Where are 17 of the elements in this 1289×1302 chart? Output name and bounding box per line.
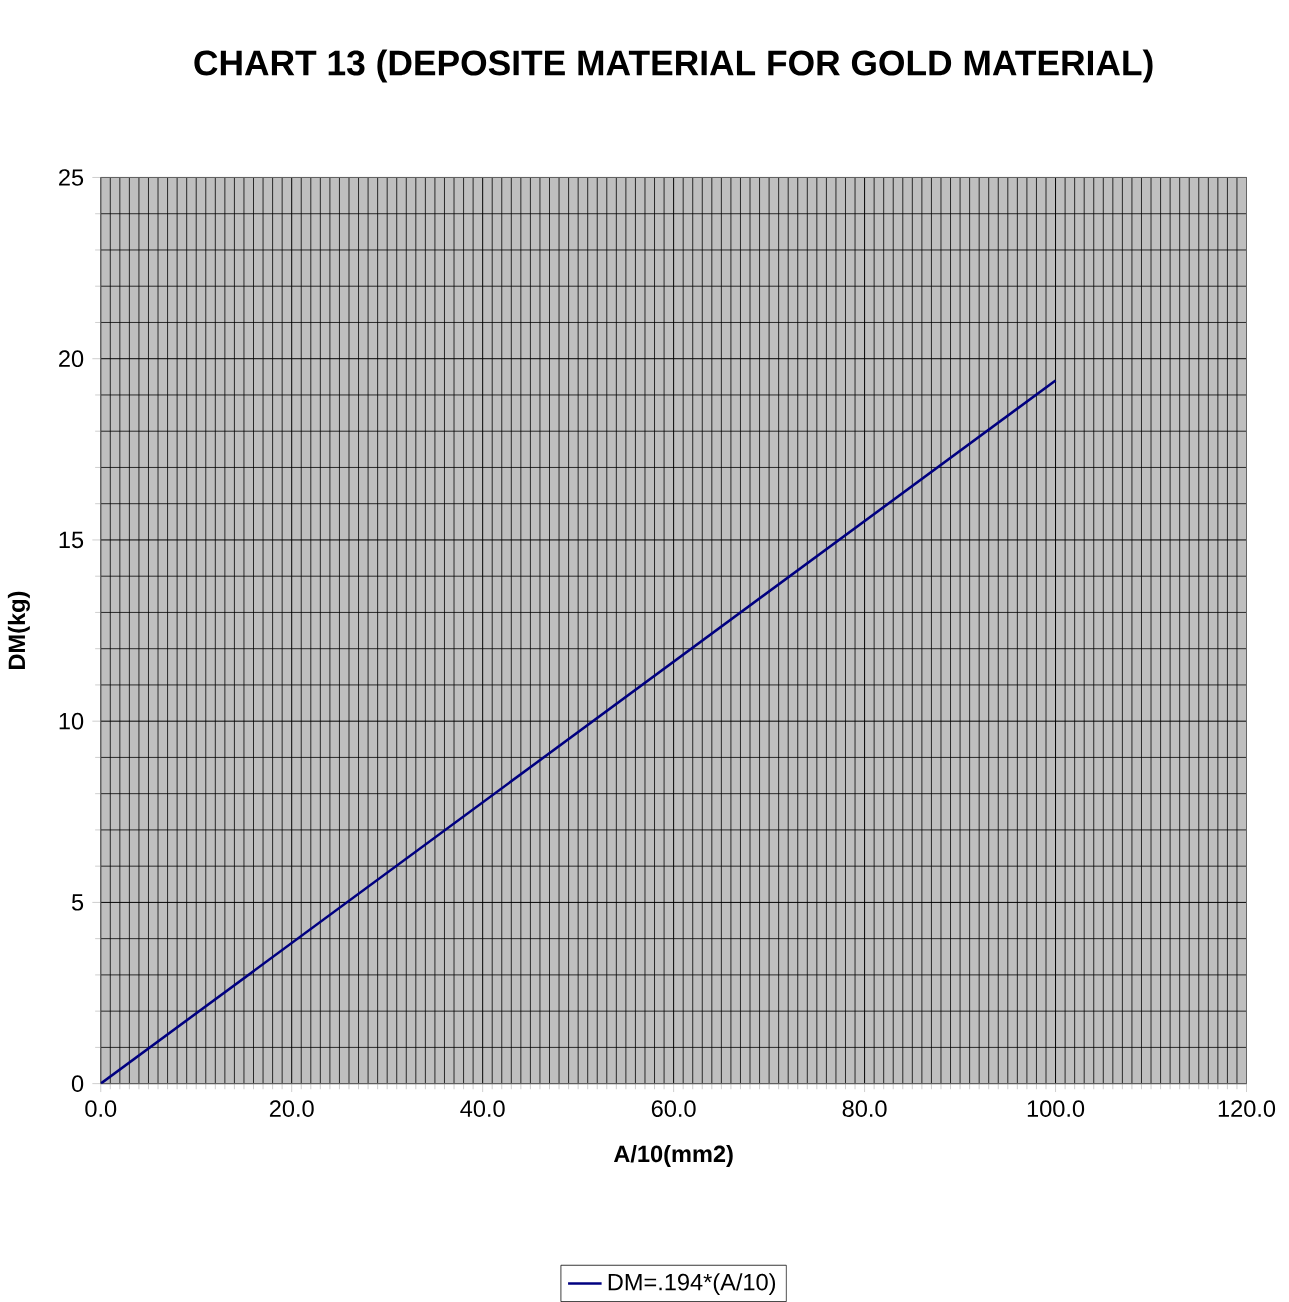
x-tick-label: 100.0 <box>1027 1100 1085 1117</box>
x-tick-label: 20.0 <box>269 1100 314 1117</box>
y-tick-label: 10 <box>59 712 84 730</box>
x-tick-label: 120.0 <box>1218 1100 1276 1117</box>
x-tick-label: 0.0 <box>85 1100 117 1117</box>
x-axis-title: A/10(mm2) <box>613 1144 733 1167</box>
y-tick-label: 5 <box>71 894 84 911</box>
x-tick-label: 60.0 <box>651 1100 696 1117</box>
chart-title: CHART 13 (DEPOSITE MATERIAL FOR GOLD MATERIAL) <box>194 49 1153 83</box>
y-tick-label: 15 <box>59 531 84 549</box>
y-tick-label: 0 <box>71 1075 84 1092</box>
y-tick-label: 20 <box>59 350 84 368</box>
x-tick-label: 80.0 <box>842 1100 887 1117</box>
y-axis-title: DM(kg) <box>7 591 30 669</box>
x-tick-label: 40.0 <box>460 1100 505 1117</box>
y-tick-label: 25 <box>59 169 84 186</box>
legend-label: DM=.194*(A/10) <box>608 1273 776 1296</box>
